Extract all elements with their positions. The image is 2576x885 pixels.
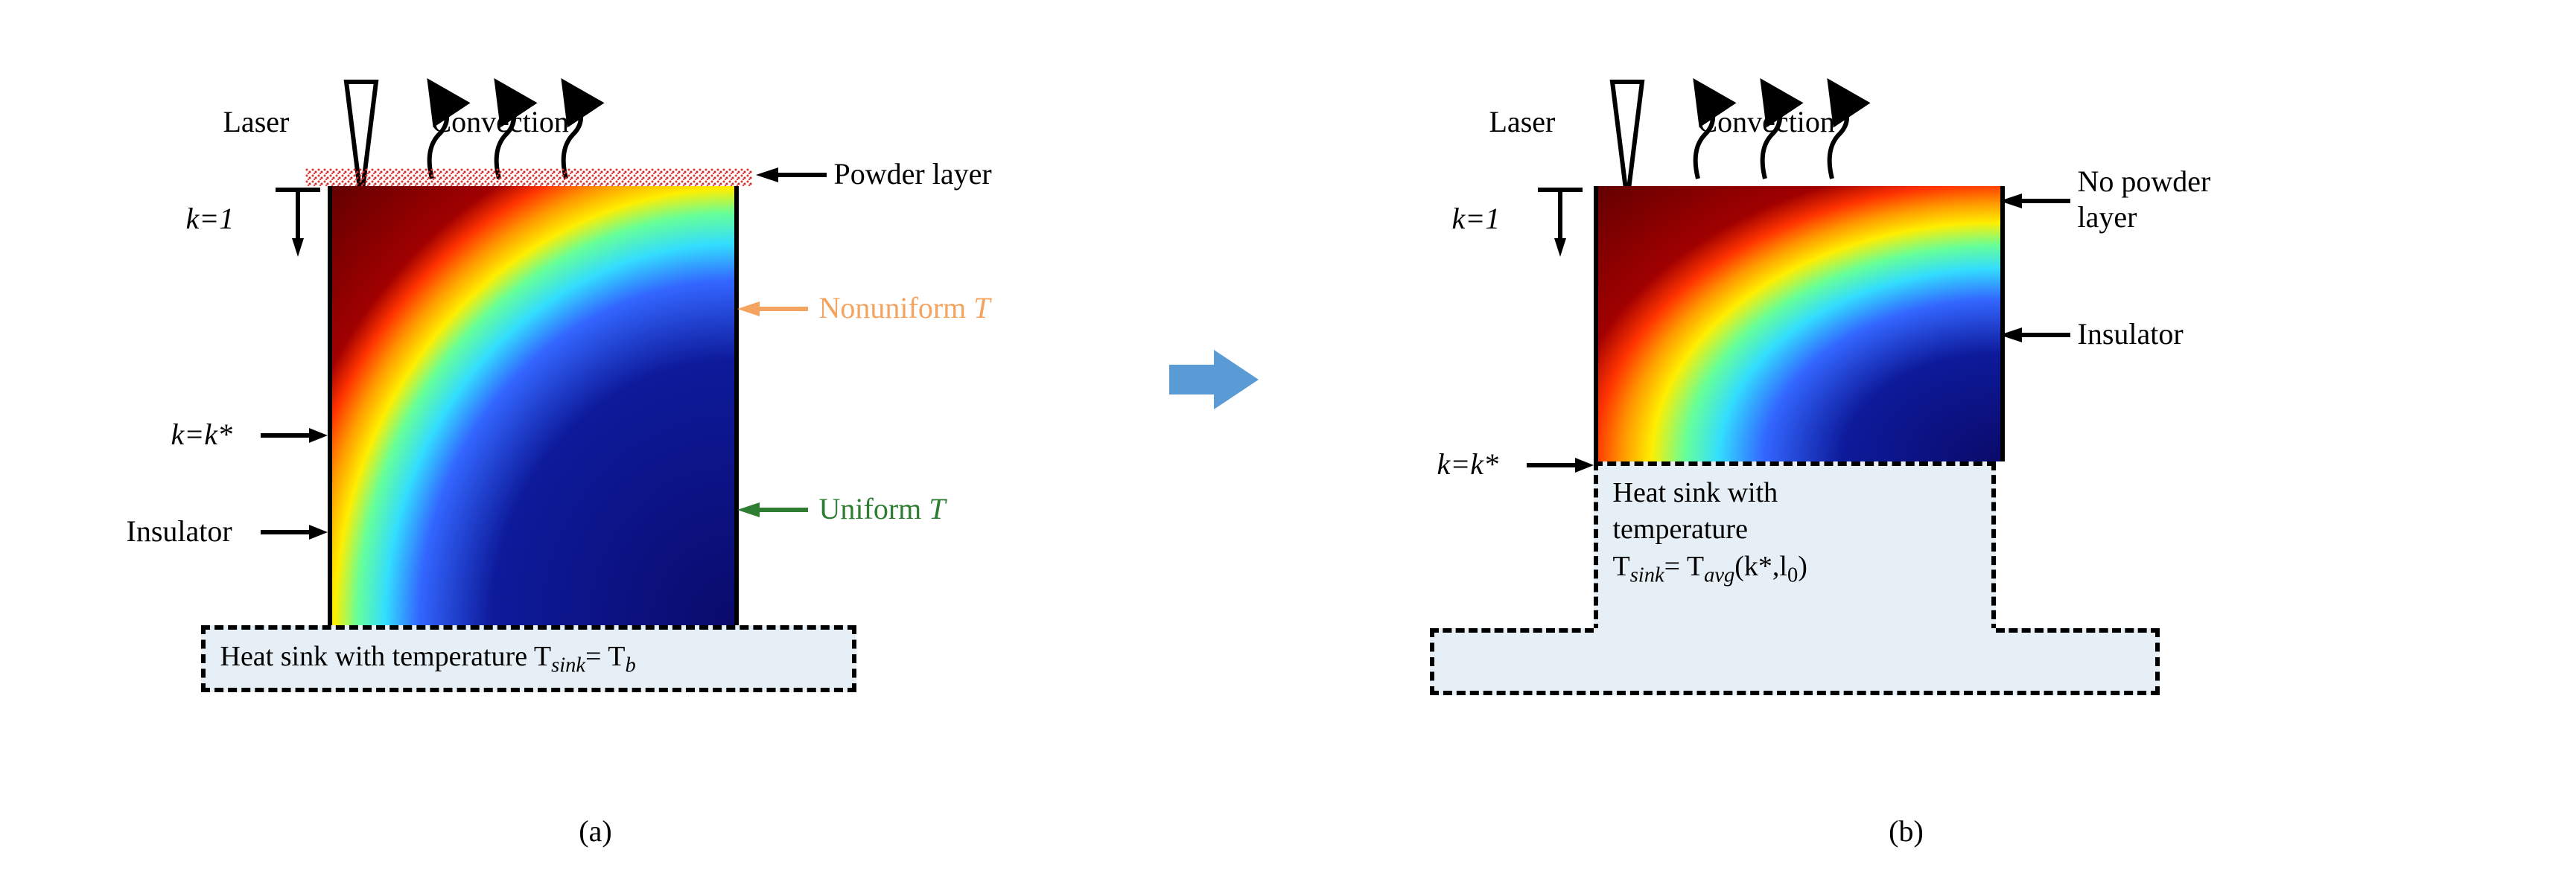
uniform-arrow-icon: [734, 499, 808, 521]
uniform-label: Uniform T: [819, 491, 946, 526]
no-powder-arrow-icon: [1996, 190, 2070, 212]
heat-sink-top-right-border: [1996, 628, 2160, 633]
k1-marker-icon: [276, 186, 328, 261]
powder-layer: [305, 168, 752, 186]
heat-sink-a: Heat sink with temperature Tsink= Tb: [201, 625, 856, 692]
kstar-label-b: k=k*: [1437, 447, 1499, 482]
laser-label: Laser: [223, 104, 290, 139]
panel-b: Laser Convection: [1311, 30, 2502, 849]
heat-sink-a-text: Heat sink with temperature Tsink= Tb: [220, 639, 636, 680]
powder-layer-label: Powder layer: [834, 156, 992, 191]
kstar-arrow-icon: [261, 424, 331, 447]
k1-marker-b-icon: [1538, 186, 1590, 261]
k1-label-b: k=1: [1452, 201, 1501, 236]
caption-b: (b): [1889, 814, 1924, 849]
thermal-contour-a: [328, 186, 739, 625]
thermal-contour-b: [1594, 186, 2005, 461]
heat-sink-b-lower: [1430, 628, 2160, 695]
insulator-label-b: Insulator: [2078, 316, 2184, 351]
kstar-label: k=k*: [171, 417, 233, 452]
insulator-label-a: Insulator: [127, 514, 232, 549]
caption-a: (a): [579, 814, 611, 849]
heat-sink-b-text: Heat sink with temperature Tsink= Tavg(k…: [1613, 475, 1807, 589]
kstar-arrow-b-icon: [1527, 454, 1597, 476]
k1-label: k=1: [186, 201, 235, 236]
nonuniform-arrow-icon: [734, 298, 808, 320]
insulator-arrow-b-icon: [1996, 324, 2070, 346]
big-arrow-icon: [1162, 342, 1266, 417]
laser-label-b: Laser: [1489, 104, 1556, 139]
convection-arrows-b-icon: [1683, 82, 1906, 194]
heat-sink-join-mask: [1598, 624, 1991, 634]
figure-container: Laser Convection: [30, 30, 2546, 849]
panel-a: Laser Convection: [74, 30, 1117, 849]
no-powder-label: No powder layer: [2078, 164, 2271, 235]
heat-sink-b-upper: Heat sink with temperature Tsink= Tavg(k…: [1594, 461, 1996, 633]
heat-sink-top-left-border: [1430, 628, 1594, 633]
insulator-arrow-a-icon: [261, 521, 331, 543]
nonuniform-label: Nonuniform T: [819, 290, 990, 325]
powder-arrow-icon: [752, 164, 827, 186]
